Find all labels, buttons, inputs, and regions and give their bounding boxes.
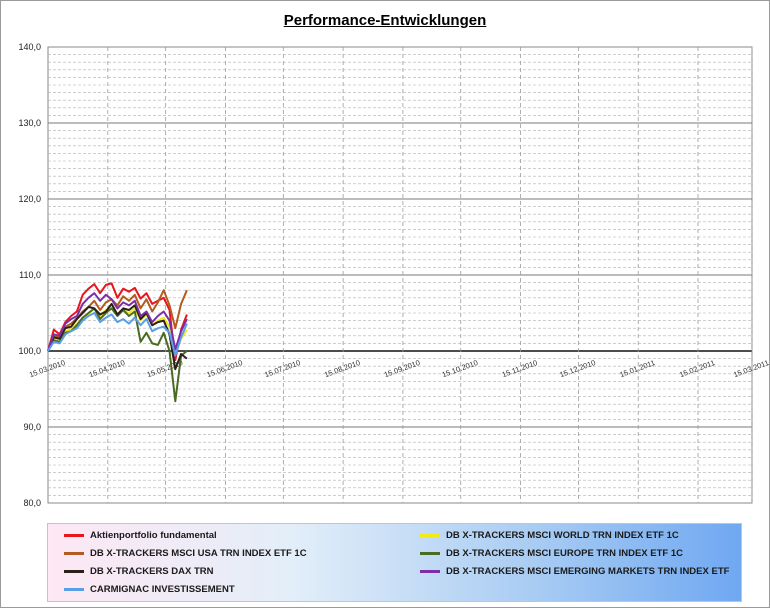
legend-label: CARMIGNAC INVESTISSEMENT	[90, 584, 235, 595]
legend-label: DB X-TRACKERS MSCI WORLD TRN INDEX ETF 1…	[446, 530, 679, 541]
y-tick-label: 120,0	[18, 194, 41, 204]
series-line	[47, 292, 188, 352]
legend-entry: DB X-TRACKERS MSCI EUROPE TRN INDEX ETF …	[420, 548, 683, 559]
legend-label: Aktienportfolio fundamental	[90, 530, 217, 541]
legend-label: DB X-TRACKERS MSCI EUROPE TRN INDEX ETF …	[446, 548, 683, 559]
legend-swatch	[420, 570, 440, 573]
legend-swatch	[420, 534, 440, 537]
series-line	[47, 282, 188, 362]
series-line	[47, 312, 188, 357]
y-tick-label: 90,0	[23, 422, 41, 432]
legend-entry: DB X-TRACKERS MSCI USA TRN INDEX ETF 1C	[64, 548, 307, 559]
y-tick-label: 100,0	[18, 346, 41, 356]
y-tick-label: 140,0	[18, 42, 41, 52]
series-line	[47, 302, 188, 371]
legend-entry: DB X-TRACKERS DAX TRN	[64, 566, 214, 577]
legend-label: DB X-TRACKERS MSCI USA TRN INDEX ETF 1C	[90, 548, 307, 559]
chart-title: Performance-Entwicklungen	[283, 12, 487, 29]
legend-entry: DB X-TRACKERS MSCI WORLD TRN INDEX ETF 1…	[420, 530, 679, 541]
legend-label: DB X-TRACKERS MSCI EMERGING MARKETS TRN …	[446, 566, 730, 577]
legend-entry: CARMIGNAC INVESTISSEMENT	[64, 584, 235, 595]
legend-swatch	[64, 570, 84, 573]
y-tick-label: 130,0	[18, 118, 41, 128]
legend-swatch	[420, 552, 440, 555]
legend-entry: Aktienportfolio fundamental	[64, 530, 217, 541]
legend-swatch	[64, 552, 84, 555]
legend-swatch	[64, 588, 84, 591]
y-tick-label: 110,0	[19, 270, 41, 280]
chart-legend: Aktienportfolio fundamental DB X-TRACKERS…	[47, 523, 742, 602]
legend-swatch	[64, 534, 84, 537]
y-tick-label: 80,0	[23, 498, 41, 508]
legend-entry: DB X-TRACKERS MSCI EMERGING MARKETS TRN …	[420, 566, 729, 577]
series-line	[47, 289, 188, 352]
legend-label: DB X-TRACKERS DAX TRN	[90, 566, 214, 577]
